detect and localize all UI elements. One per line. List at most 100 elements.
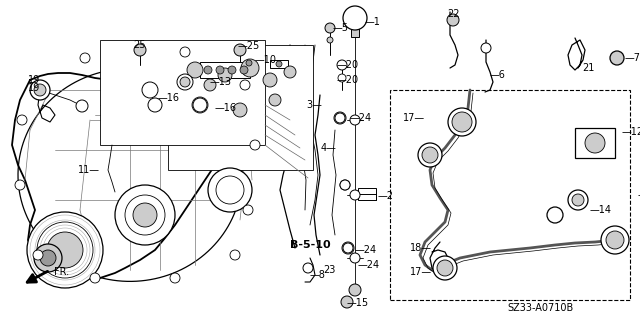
Circle shape bbox=[228, 66, 236, 74]
Circle shape bbox=[216, 66, 224, 74]
Circle shape bbox=[610, 51, 624, 65]
Text: —25: —25 bbox=[238, 41, 260, 51]
Bar bbox=[238, 58, 260, 68]
Circle shape bbox=[180, 77, 190, 87]
Text: 19: 19 bbox=[28, 83, 40, 93]
Circle shape bbox=[240, 80, 250, 90]
Text: FR.: FR. bbox=[54, 267, 69, 277]
Circle shape bbox=[343, 243, 353, 253]
Text: 4—: 4— bbox=[320, 143, 336, 153]
Text: —9: —9 bbox=[638, 190, 640, 200]
Bar bbox=[575, 128, 615, 158]
Text: —20: —20 bbox=[337, 75, 359, 85]
Circle shape bbox=[30, 80, 50, 100]
Text: —12: —12 bbox=[622, 127, 640, 137]
Circle shape bbox=[350, 190, 360, 200]
Circle shape bbox=[170, 273, 180, 283]
Text: —1: —1 bbox=[365, 17, 381, 27]
Circle shape bbox=[192, 97, 208, 113]
Text: B-5-10: B-5-10 bbox=[290, 240, 330, 250]
Circle shape bbox=[246, 60, 252, 66]
Circle shape bbox=[15, 180, 25, 190]
Circle shape bbox=[250, 140, 260, 150]
Text: —8: —8 bbox=[310, 270, 326, 280]
Circle shape bbox=[340, 180, 350, 190]
Text: —16: —16 bbox=[215, 103, 237, 113]
Circle shape bbox=[448, 108, 476, 136]
Bar bbox=[270, 60, 288, 68]
Text: —24: —24 bbox=[350, 113, 372, 123]
Circle shape bbox=[34, 84, 46, 96]
Text: 23: 23 bbox=[323, 265, 335, 275]
Text: —2: —2 bbox=[378, 191, 394, 201]
Circle shape bbox=[349, 284, 361, 296]
Text: 3—: 3— bbox=[306, 100, 322, 110]
Circle shape bbox=[218, 68, 232, 82]
Circle shape bbox=[342, 242, 354, 254]
Circle shape bbox=[327, 37, 333, 43]
Circle shape bbox=[177, 74, 193, 90]
Bar bbox=[168, 45, 313, 170]
Text: 17—: 17— bbox=[410, 267, 432, 277]
Circle shape bbox=[243, 205, 253, 215]
Circle shape bbox=[133, 203, 157, 227]
Circle shape bbox=[585, 133, 605, 153]
Circle shape bbox=[180, 47, 190, 57]
Circle shape bbox=[204, 66, 212, 74]
Circle shape bbox=[37, 222, 93, 278]
Text: 25: 25 bbox=[133, 40, 145, 50]
Circle shape bbox=[572, 194, 584, 206]
Circle shape bbox=[338, 74, 346, 82]
Text: 19: 19 bbox=[28, 75, 40, 85]
Circle shape bbox=[240, 66, 248, 74]
Circle shape bbox=[193, 98, 207, 112]
Text: —24: —24 bbox=[358, 260, 380, 270]
Circle shape bbox=[341, 296, 353, 308]
Circle shape bbox=[204, 79, 216, 91]
Circle shape bbox=[437, 260, 453, 276]
Circle shape bbox=[343, 6, 367, 30]
Circle shape bbox=[148, 98, 162, 112]
Text: —6: —6 bbox=[490, 70, 506, 80]
Circle shape bbox=[115, 185, 175, 245]
Circle shape bbox=[418, 143, 442, 167]
Circle shape bbox=[76, 100, 88, 112]
Text: 21: 21 bbox=[582, 63, 595, 73]
Text: —5: —5 bbox=[333, 23, 349, 33]
Circle shape bbox=[33, 250, 43, 260]
Circle shape bbox=[284, 66, 296, 78]
Circle shape bbox=[303, 263, 313, 273]
Bar bbox=[200, 62, 250, 78]
Text: —10: —10 bbox=[255, 55, 277, 65]
Circle shape bbox=[47, 232, 83, 268]
Circle shape bbox=[241, 59, 259, 77]
Circle shape bbox=[269, 94, 281, 106]
Text: —20: —20 bbox=[337, 60, 359, 70]
Circle shape bbox=[134, 44, 146, 56]
Circle shape bbox=[606, 231, 624, 249]
Circle shape bbox=[27, 212, 103, 288]
Circle shape bbox=[337, 60, 347, 70]
Bar bbox=[390, 90, 630, 300]
Circle shape bbox=[233, 103, 247, 117]
Text: —13: —13 bbox=[210, 77, 232, 87]
Circle shape bbox=[17, 115, 27, 125]
Circle shape bbox=[433, 256, 457, 280]
Circle shape bbox=[350, 115, 360, 125]
Circle shape bbox=[216, 176, 244, 204]
Text: —16: —16 bbox=[158, 93, 180, 103]
Circle shape bbox=[481, 43, 491, 53]
Circle shape bbox=[601, 226, 629, 254]
Circle shape bbox=[40, 250, 56, 266]
Circle shape bbox=[34, 244, 62, 272]
Text: 18—: 18— bbox=[410, 243, 432, 253]
Circle shape bbox=[187, 62, 203, 78]
Circle shape bbox=[447, 14, 459, 26]
Circle shape bbox=[325, 23, 335, 33]
Circle shape bbox=[276, 61, 282, 67]
Circle shape bbox=[263, 73, 277, 87]
Text: —14: —14 bbox=[590, 205, 612, 215]
Text: —24: —24 bbox=[355, 245, 377, 255]
Circle shape bbox=[125, 195, 165, 235]
Circle shape bbox=[230, 250, 240, 260]
